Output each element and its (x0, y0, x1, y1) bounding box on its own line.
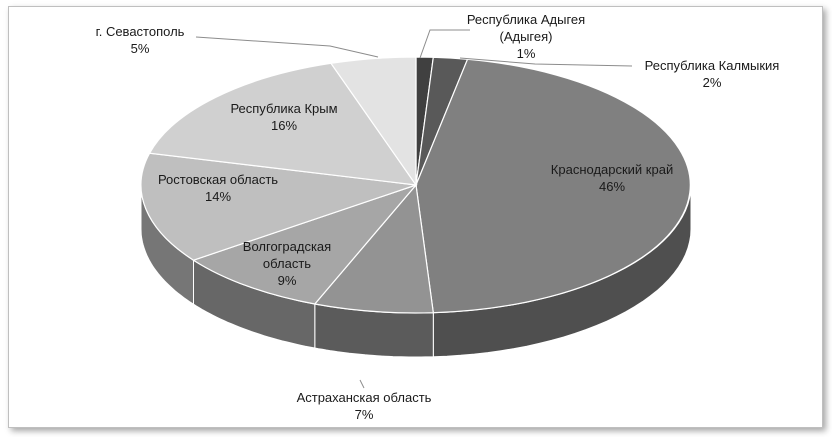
data-label-республика-калмыкия: Республика Калмыкия 2% (645, 58, 780, 90)
pie-slice-г-севастополь (329, 56, 417, 187)
data-label-percent: 16% (271, 118, 297, 133)
data-label-category: область (263, 256, 311, 271)
data-label-percent: 9% (278, 273, 297, 288)
data-label-волгоградская-область: Волгоградская область 9% (243, 239, 331, 288)
data-label-percent: 5% (131, 41, 150, 56)
data-label-category: Астраханская область (297, 390, 432, 405)
leader-line-0 (419, 29, 470, 59)
data-label-category: Краснодарский край (551, 162, 673, 177)
leader-line-3 (359, 379, 365, 389)
data-label-category: Республика Адыгея (467, 12, 585, 27)
data-label-category: (Адыгея) (500, 29, 553, 44)
data-label-category: г. Севастополь (96, 24, 185, 39)
data-label-астраханская-область: Астраханская область 7% (297, 390, 432, 422)
data-label-percent: 7% (355, 407, 374, 422)
data-label-category: Республика Калмыкия (645, 58, 780, 73)
data-label-percent: 2% (703, 75, 722, 90)
leader-line-1 (459, 57, 633, 67)
pie-tops (140, 56, 691, 314)
leader-line-7 (195, 36, 379, 58)
data-label-category: Республика Крым (230, 101, 337, 116)
data-label-краснодарский-край: Краснодарский край 46% (551, 162, 673, 194)
data-label-percent: 1% (517, 46, 536, 61)
data-label-республика-адыгея-адыгея: Республика Адыгея (Адыгея) 1% (467, 12, 585, 61)
data-label-percent: 46% (599, 179, 625, 194)
pie-slice-краснодарский-край (415, 58, 691, 314)
pie-slice-волгоградская-область (192, 183, 418, 305)
data-label-category: Волгоградская (243, 239, 331, 254)
data-label-percent: 14% (205, 189, 231, 204)
data-labels: Республика Адыгея (Адыгея) 1% Республика Ка… (96, 12, 780, 422)
data-label-ростовская-область: Ростовская область 14% (158, 172, 278, 204)
pie-slice-ростовская-область (140, 152, 417, 261)
data-label-республика-крым: Республика Крым 16% (230, 101, 337, 133)
leader-lines (195, 29, 633, 389)
pie-slice-республика-крым (148, 62, 418, 186)
data-label-category: Ростовская область (158, 172, 278, 187)
data-label-г-севастополь: г. Севастополь 5% (96, 24, 185, 56)
pie-slice-астраханская-область (313, 183, 434, 314)
